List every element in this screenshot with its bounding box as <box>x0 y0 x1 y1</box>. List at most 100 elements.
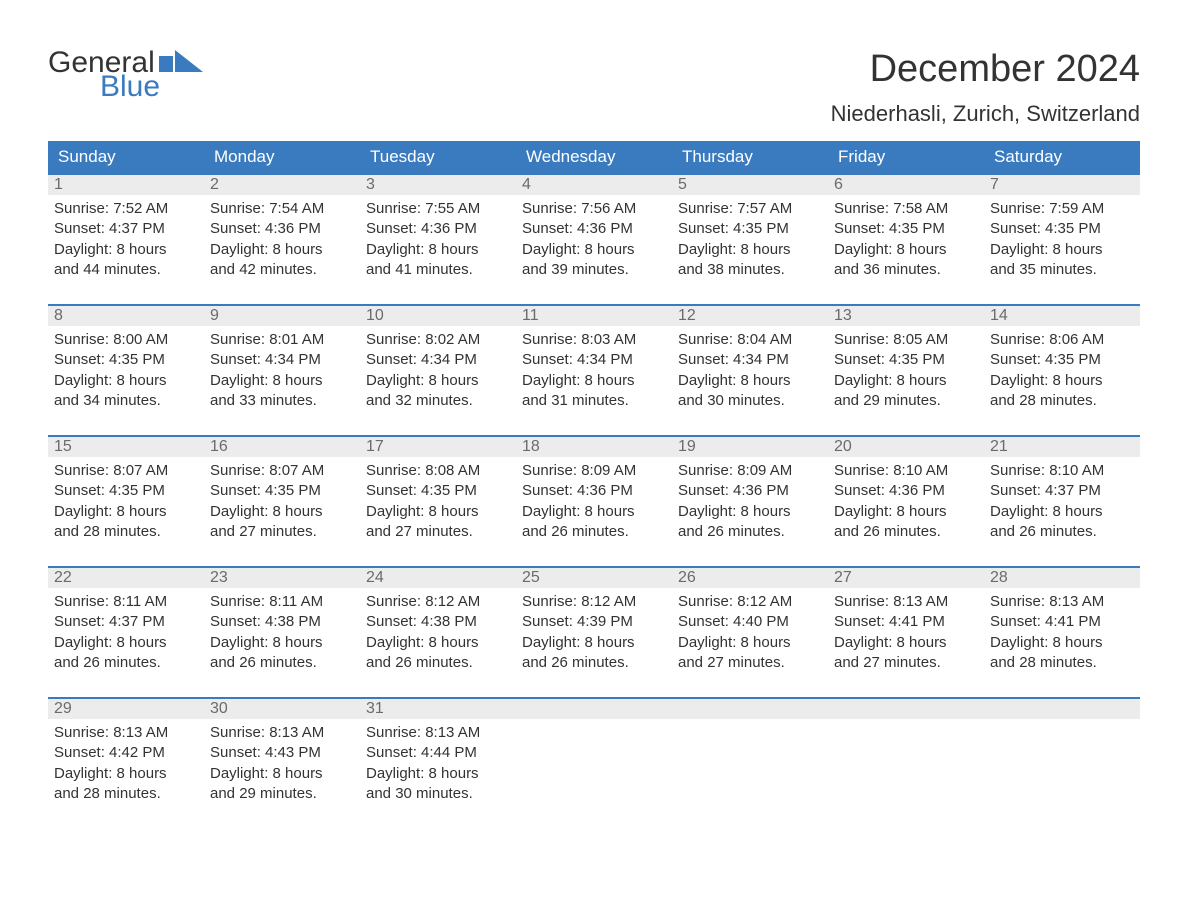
day-number-row: 4 <box>516 175 672 195</box>
day-number: 5 <box>678 176 687 193</box>
sunrise-line: Sunrise: 7:57 AM <box>678 199 822 219</box>
daylight-line-2: and 29 minutes. <box>210 784 354 804</box>
daylight-line-1: Daylight: 8 hours <box>678 633 822 653</box>
location-text: Niederhasli, Zurich, Switzerland <box>831 101 1140 127</box>
sunset-line: Sunset: 4:41 PM <box>834 612 978 632</box>
daylight-line-2: and 42 minutes. <box>210 260 354 280</box>
day-number: 21 <box>990 438 1008 455</box>
day-body: Sunrise: 8:13 AMSunset: 4:41 PMDaylight:… <box>984 588 1140 673</box>
daylight-line-2: and 28 minutes. <box>990 653 1134 673</box>
day-number-row: 18 <box>516 437 672 457</box>
daylight-line-2: and 35 minutes. <box>990 260 1134 280</box>
calendar-day-cell: 20Sunrise: 8:10 AMSunset: 4:36 PMDayligh… <box>828 437 984 550</box>
day-number-row: 10 <box>360 306 516 326</box>
calendar-day-cell: 3Sunrise: 7:55 AMSunset: 4:36 PMDaylight… <box>360 175 516 288</box>
day-number-row: 13 <box>828 306 984 326</box>
sunset-line: Sunset: 4:42 PM <box>54 743 198 763</box>
sunset-line: Sunset: 4:35 PM <box>210 481 354 501</box>
calendar-week: 1Sunrise: 7:52 AMSunset: 4:37 PMDaylight… <box>48 173 1140 288</box>
calendar-day-cell: 12Sunrise: 8:04 AMSunset: 4:34 PMDayligh… <box>672 306 828 419</box>
logo-text-blue: Blue <box>100 72 203 102</box>
day-number-row <box>984 699 1140 719</box>
calendar-day-cell: 15Sunrise: 8:07 AMSunset: 4:35 PMDayligh… <box>48 437 204 550</box>
daylight-line-1: Daylight: 8 hours <box>834 633 978 653</box>
daylight-line-2: and 27 minutes. <box>366 522 510 542</box>
calendar-day-header: Sunday Monday Tuesday Wednesday Thursday… <box>48 141 1140 173</box>
page-title: December 2024 <box>831 48 1140 91</box>
day-body: Sunrise: 7:59 AMSunset: 4:35 PMDaylight:… <box>984 195 1140 280</box>
calendar-day-cell: 28 Sunrise: 8:13 AMSunset: 4:41 PMDayligh… <box>984 568 1140 681</box>
daylight-line-2: and 30 minutes. <box>366 784 510 804</box>
day-number: 19 <box>678 438 696 455</box>
calendar-week: 8Sunrise: 8:00 AMSunset: 4:35 PMDaylight… <box>48 304 1140 419</box>
calendar-day-cell: 31Sunrise: 8:13 AMSunset: 4:44 PMDayligh… <box>360 699 516 812</box>
sunset-line: Sunset: 4:36 PM <box>834 481 978 501</box>
day-number: 28 <box>990 569 1008 586</box>
day-body: Sunrise: 8:11 AMSunset: 4:38 PMDaylight:… <box>204 588 360 673</box>
daylight-line-1: Daylight: 8 hours <box>54 502 198 522</box>
day-number: 26 <box>678 569 696 586</box>
sunset-line: Sunset: 4:40 PM <box>678 612 822 632</box>
day-body: Sunrise: 8:12 AMSunset: 4:39 PMDaylight:… <box>516 588 672 673</box>
day-number-row: 3 <box>360 175 516 195</box>
sunset-line: Sunset: 4:36 PM <box>678 481 822 501</box>
daylight-line-1: Daylight: 8 hours <box>834 371 978 391</box>
calendar-day-cell: 21Sunrise: 8:10 AMSunset: 4:37 PMDayligh… <box>984 437 1140 550</box>
day-number: 11 <box>522 307 539 324</box>
calendar-day-cell: 9Sunrise: 8:01 AMSunset: 4:34 PMDaylight… <box>204 306 360 419</box>
daylight-line-1: Daylight: 8 hours <box>366 502 510 522</box>
day-body: Sunrise: 8:13 AMSunset: 4:43 PMDaylight:… <box>204 719 360 804</box>
sunset-line: Sunset: 4:35 PM <box>54 350 198 370</box>
day-body: Sunrise: 8:00 AMSunset: 4:35 PMDaylight:… <box>48 326 204 411</box>
day-number-row <box>516 699 672 719</box>
daylight-line-1: Daylight: 8 hours <box>54 633 198 653</box>
daylight-line-2: and 27 minutes. <box>678 653 822 673</box>
calendar: Sunday Monday Tuesday Wednesday Thursday… <box>48 141 1140 812</box>
daylight-line-2: and 26 minutes. <box>678 522 822 542</box>
sunrise-line: Sunrise: 8:13 AM <box>54 723 198 743</box>
day-number-row: 27 <box>828 568 984 588</box>
page-header: General Blue December 2024 Niederhasli, … <box>48 48 1140 127</box>
day-body: Sunrise: 8:07 AMSunset: 4:35 PMDaylight:… <box>48 457 204 542</box>
sunrise-line: Sunrise: 8:10 AM <box>834 461 978 481</box>
daylight-line-2: and 30 minutes. <box>678 391 822 411</box>
calendar-day-cell: 1Sunrise: 7:52 AMSunset: 4:37 PMDaylight… <box>48 175 204 288</box>
day-header-thursday: Thursday <box>672 141 828 173</box>
day-number-row: 14 <box>984 306 1140 326</box>
sunset-line: Sunset: 4:43 PM <box>210 743 354 763</box>
calendar-day-cell: 18Sunrise: 8:09 AMSunset: 4:36 PMDayligh… <box>516 437 672 550</box>
sunset-line: Sunset: 4:34 PM <box>210 350 354 370</box>
day-number-row: 16 <box>204 437 360 457</box>
daylight-line-2: and 31 minutes. <box>522 391 666 411</box>
calendar-day-cell: 25Sunrise: 8:12 AMSunset: 4:39 PMDayligh… <box>516 568 672 681</box>
day-number: 24 <box>366 569 384 586</box>
daylight-line-2: and 27 minutes. <box>210 522 354 542</box>
day-body: Sunrise: 8:05 AMSunset: 4:35 PMDaylight:… <box>828 326 984 411</box>
calendar-day-cell: 19Sunrise: 8:09 AMSunset: 4:36 PMDayligh… <box>672 437 828 550</box>
sunrise-line: Sunrise: 8:13 AM <box>366 723 510 743</box>
sunrise-line: Sunrise: 8:10 AM <box>990 461 1134 481</box>
day-number: 13 <box>834 307 852 324</box>
day-body: Sunrise: 8:13 AMSunset: 4:44 PMDaylight:… <box>360 719 516 804</box>
calendar-week: 22Sunrise: 8:11 AMSunset: 4:37 PMDayligh… <box>48 566 1140 681</box>
sunrise-line: Sunrise: 7:54 AM <box>210 199 354 219</box>
calendar-day-cell: 7Sunrise: 7:59 AMSunset: 4:35 PMDaylight… <box>984 175 1140 288</box>
day-body: Sunrise: 7:58 AMSunset: 4:35 PMDaylight:… <box>828 195 984 280</box>
sunrise-line: Sunrise: 8:07 AM <box>54 461 198 481</box>
sunrise-line: Sunrise: 8:12 AM <box>366 592 510 612</box>
day-number-row: 6 <box>828 175 984 195</box>
daylight-line-1: Daylight: 8 hours <box>834 502 978 522</box>
daylight-line-1: Daylight: 8 hours <box>678 240 822 260</box>
day-number-row: 19 <box>672 437 828 457</box>
day-number: 22 <box>54 569 72 586</box>
day-header-tuesday: Tuesday <box>360 141 516 173</box>
sunset-line: Sunset: 4:35 PM <box>678 219 822 239</box>
sunset-line: Sunset: 4:35 PM <box>834 219 978 239</box>
daylight-line-2: and 28 minutes. <box>54 522 198 542</box>
calendar-day-cell: 11Sunrise: 8:03 AMSunset: 4:34 PMDayligh… <box>516 306 672 419</box>
sunset-line: Sunset: 4:36 PM <box>366 219 510 239</box>
daylight-line-2: and 26 minutes. <box>522 522 666 542</box>
sunset-line: Sunset: 4:36 PM <box>522 219 666 239</box>
daylight-line-1: Daylight: 8 hours <box>210 371 354 391</box>
daylight-line-2: and 26 minutes. <box>522 653 666 673</box>
